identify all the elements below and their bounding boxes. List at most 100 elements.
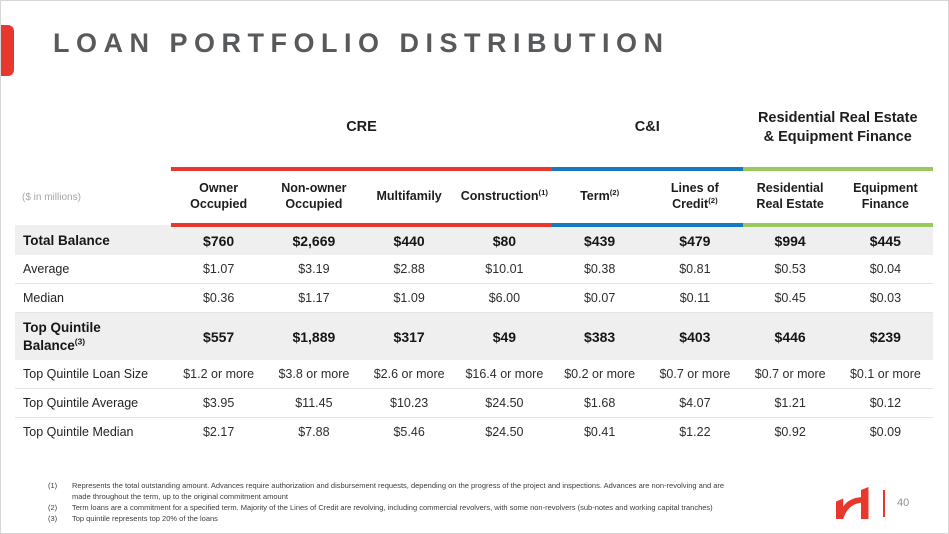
cell-value: $0.53 [742,255,838,284]
cell-value: $557 [171,312,267,361]
table-row: Total Balance $760 $2,669 $440 $80 $439 $479 $9… [15,225,933,255]
footnote-item: (1) Represents the total outstanding amou… [48,481,738,503]
row-label-text: Top Quintile Balance(3) [23,320,101,353]
cell-value: $0.07 [552,283,648,313]
cell-value: $3.8 or more [266,360,362,390]
cell-value: $479 [647,225,743,255]
cell-value: $440 [361,225,457,255]
row-label-text: Median [23,291,64,305]
footnote-marker: (2) [48,502,58,512]
cell-value: $446 [742,312,838,361]
table-row: Median $0.36 $1.17 $1.09 $6.00 $0.07 $0.11 $0.4… [15,283,933,313]
cell-value: $2.88 [361,255,457,284]
cell-value: $1.2 or more [171,360,267,390]
row-label: Total Balance [15,225,171,255]
cell-value: $0.92 [774,425,806,440]
column-header-label: Owner Occupied [190,181,248,211]
cell-value: $1.68 [552,388,648,419]
cell-value: $445 [837,225,933,255]
footnote-marker: (1) [48,481,58,490]
cell-value: $16.4 or more [456,360,552,390]
row-label: Top Quintile Median [15,418,171,447]
column-header: Construction(1) [456,167,552,227]
group-header-ci: C&I [552,95,743,169]
cell-value: $1.22 [679,425,711,440]
cell-value: $1.17 [266,283,362,313]
column-header: Term(2) [552,167,648,227]
footnote-text: Term loans are a commitment for a specif… [72,502,713,512]
table-row: Top Quintile Loan Size $1.2 or more $3.8 o… [15,360,933,390]
footnote-item: (3) Top quintile represents top 20% of th… [48,514,738,525]
footnote-marker: (3) [48,513,58,523]
column-header-label: Residential Real Estate [756,181,824,211]
cell-value: $2.17 [202,425,235,440]
row-label: Average [15,255,171,284]
cell-value: $0.12 [837,388,933,419]
brand-footer: 40 [835,487,909,519]
table-row: Top Quintile Median $2.17 $7.88 $5.46 $24.50… [15,418,933,447]
group-header-rre: Residential Real Estate & Equipment Fina… [743,95,934,169]
column-header: Lines of Credit(2) [647,167,743,227]
cell-value: $3.95 [171,388,267,419]
row-label: Top Quintile Loan Size [15,360,171,390]
footnote-text: Top quintile represents top 20% of the l… [72,513,218,523]
cell-value: $1.07 [171,255,267,284]
column-header: Equipment Finance [837,167,933,227]
row-label-text: Total Balance [23,232,110,248]
cell-value: $760 [171,225,267,255]
cell-value: $0.36 [171,283,267,313]
page-title: LOAN PORTFOLIO DISTRIBUTION [53,28,670,58]
cell-value: $1,889 [266,312,362,361]
column-header-label: Equipment Finance [853,181,918,211]
group-header-label: CRE [346,119,377,136]
column-header-label: Construction [460,189,539,204]
row-label: Top Quintile Balance(3) [15,312,171,361]
cell-value: $3.19 [266,255,362,284]
accent-chip [1,25,14,76]
footnote-ref: (2) [609,188,620,198]
cell-value: $5.46 [393,425,425,440]
column-header: Residential Real Estate [742,167,838,227]
row-label-text: Top Quintile Median [23,425,134,440]
group-header-spacer [15,95,171,169]
group-header-label: C&I [634,119,660,136]
cell-value: $0.7 or more [647,360,743,390]
footnote-text: Represents the total outstanding amount.… [72,481,725,501]
cell-value: $6.00 [456,283,552,313]
column-header-label: Non-owner Occupied [281,181,347,211]
column-header-label: Multifamily [376,189,442,204]
cell-value: $0.81 [647,255,743,284]
table-row: Top Quintile Average $3.95 $11.45 $10.23 $24… [15,388,933,419]
row-label-text: Top Quintile Average [23,396,139,411]
footnote-ref: (2) [708,195,718,205]
cell-value: $0.1 or more [837,360,933,390]
footnote-ref: (3) [74,336,85,347]
cell-value: $2.6 or more [361,360,457,390]
cell-value: $0.09 [869,425,902,440]
cell-value: $1.21 [742,388,838,419]
row-label: Median [15,283,171,313]
row-label-text: Top Quintile Loan Size [23,367,149,382]
table-row: Top Quintile Balance(3) $557 $1,889 $317 $49… [15,312,933,361]
cell-value: $239 [837,312,933,361]
row-label-text: Average [23,262,70,276]
cell-value: $317 [361,312,457,361]
cell-value: $1.09 [361,283,457,313]
table-column-header-row: ($ in millions) Owner Occupied Non-owner O… [15,167,933,227]
cell-value: $49 [456,312,552,361]
footnotes: (1) Represents the total outstanding amou… [48,481,738,525]
brand-logo-icon [836,487,869,519]
cell-value: $0.03 [837,283,933,313]
table-row: Average $1.07 $3.19 $2.88 $10.01 $0.38 $0.81 $0… [15,255,933,284]
footnote-ref: (1) [538,188,548,198]
cell-value: $11.45 [266,388,362,419]
page-number: 40 [897,497,910,509]
group-header-cre: CRE [171,95,552,169]
cell-value: $4.07 [647,388,743,419]
cell-value: $383 [552,312,648,361]
cell-value: $0.2 or more [552,360,648,390]
cell-value: $80 [456,225,552,255]
cell-value: $24.50 [456,388,552,419]
cell-value: $2,669 [266,225,362,255]
